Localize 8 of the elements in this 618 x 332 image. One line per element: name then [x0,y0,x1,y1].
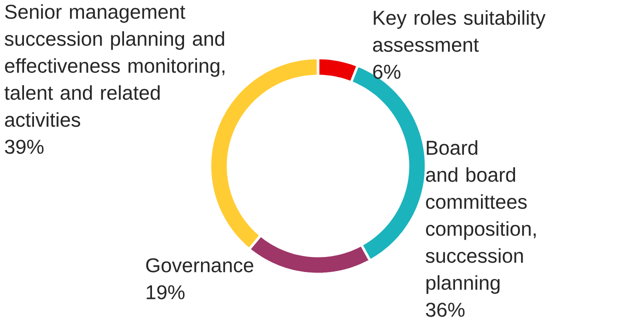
data-label: 6% [373,64,400,79]
slice-label: Key roles suitability assessment [373,10,546,52]
data-label: 36% [426,302,465,317]
data-label: 19% [146,285,185,300]
slice-label: Governance [146,258,254,272]
slice-label: Senior management succession planning and effectiveness monitoring, talent and related activities [4,4,224,127]
slice-label: Board and board committees composition, succession planning [426,140,536,294]
data-label: 39% [4,140,44,154]
